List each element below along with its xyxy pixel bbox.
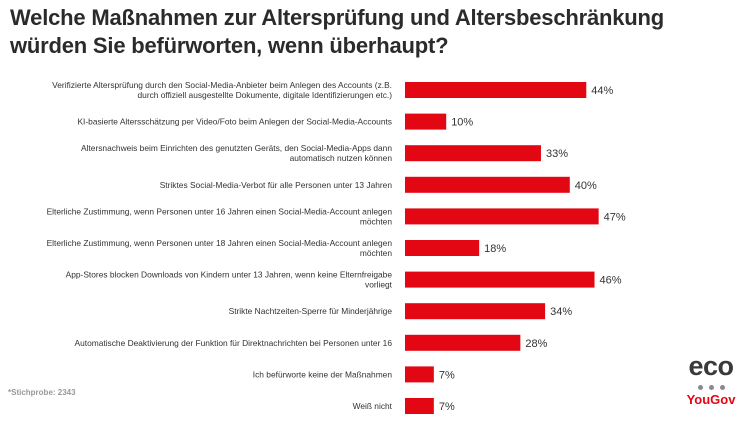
value-label-1: 44% [591,85,613,97]
value-label-4: 40% [575,180,597,192]
logo-dots-icon [676,381,746,391]
category-label-line: vorliegt [365,280,393,290]
bar-8 [405,303,546,320]
category-label-line: Ich befürworte keine der Maßnahmen [253,369,393,379]
category-label-line: Altersnachweis beim Einrichten des genut… [81,143,392,153]
category-label-2: KI-basierte Altersschätzung per Video/Fo… [77,117,392,127]
sample-footnote: *Stichprobe: 2343 [8,388,76,397]
category-label-7: App-Stores blocken Downloads von Kindern… [66,270,393,290]
eco-yougov-logo: eco YouGov [676,352,746,407]
value-label-2: 10% [451,117,473,129]
category-label-line: KI-basierte Altersschätzung per Video/Fo… [77,117,392,127]
category-label-10: Ich befürworte keine der Maßnahmen [253,369,393,379]
category-label-1: Verifizierte Altersprüfung durch den Soc… [52,80,392,100]
category-label-6: Elterliche Zustimmung, wenn Personen unt… [47,238,393,258]
category-label-line: automatisch nutzen können [290,153,393,163]
bar-5 [405,208,599,225]
logo-eco-text: eco [688,351,734,381]
value-label-6: 18% [484,243,506,255]
category-label-line: App-Stores blocken Downloads von Kindern… [66,270,393,280]
category-label-line: Weiß nicht [353,401,393,411]
bar-3 [405,145,541,162]
category-label-4: Striktes Social-Media-Verbot für alle Pe… [160,180,393,190]
category-label-line: möchten [360,216,392,226]
category-label-line: Elterliche Zustimmung, wenn Personen unt… [47,238,393,248]
category-label-8: Strikte Nachtzeiten-Sperre für Minderjäh… [229,306,393,316]
value-label-11: 7% [439,401,455,413]
value-label-7: 46% [600,275,622,287]
value-label-3: 33% [546,148,568,160]
chart-title: Welche Maßnahmen zur Altersprüfung und A… [10,5,664,58]
bar-10 [405,366,434,383]
bar-1 [405,82,587,98]
bar-7 [405,271,595,288]
logo-yougov-text: YouGov [686,392,736,407]
value-label-10: 7% [439,369,455,381]
category-label-line: Verifizierte Altersprüfung durch den Soc… [52,80,392,90]
bar-6 [405,240,480,256]
category-label-line: durch offiziell ausgestellte Dokumente, … [138,90,393,100]
category-label-line: Automatische Deaktivierung der Funktion … [75,338,393,348]
value-label-9: 28% [525,338,547,350]
value-label-5: 47% [604,211,626,223]
category-label-line: Elterliche Zustimmung, wenn Personen unt… [47,206,393,216]
value-label-8: 34% [550,306,572,318]
category-label-3: Altersnachweis beim Einrichten des genut… [81,143,392,163]
bar-2 [405,113,447,130]
category-label-line: Strikte Nachtzeiten-Sperre für Minderjäh… [229,306,393,316]
category-label-5: Elterliche Zustimmung, wenn Personen unt… [47,206,393,226]
category-label-line: möchten [360,248,392,258]
category-label-11: Weiß nicht [353,401,393,411]
category-label-line: Striktes Social-Media-Verbot für alle Pe… [160,180,393,190]
bar-11 [405,398,434,414]
bar-9 [405,334,521,351]
category-label-9: Automatische Deaktivierung der Funktion … [75,338,393,348]
bar-4 [405,176,570,193]
